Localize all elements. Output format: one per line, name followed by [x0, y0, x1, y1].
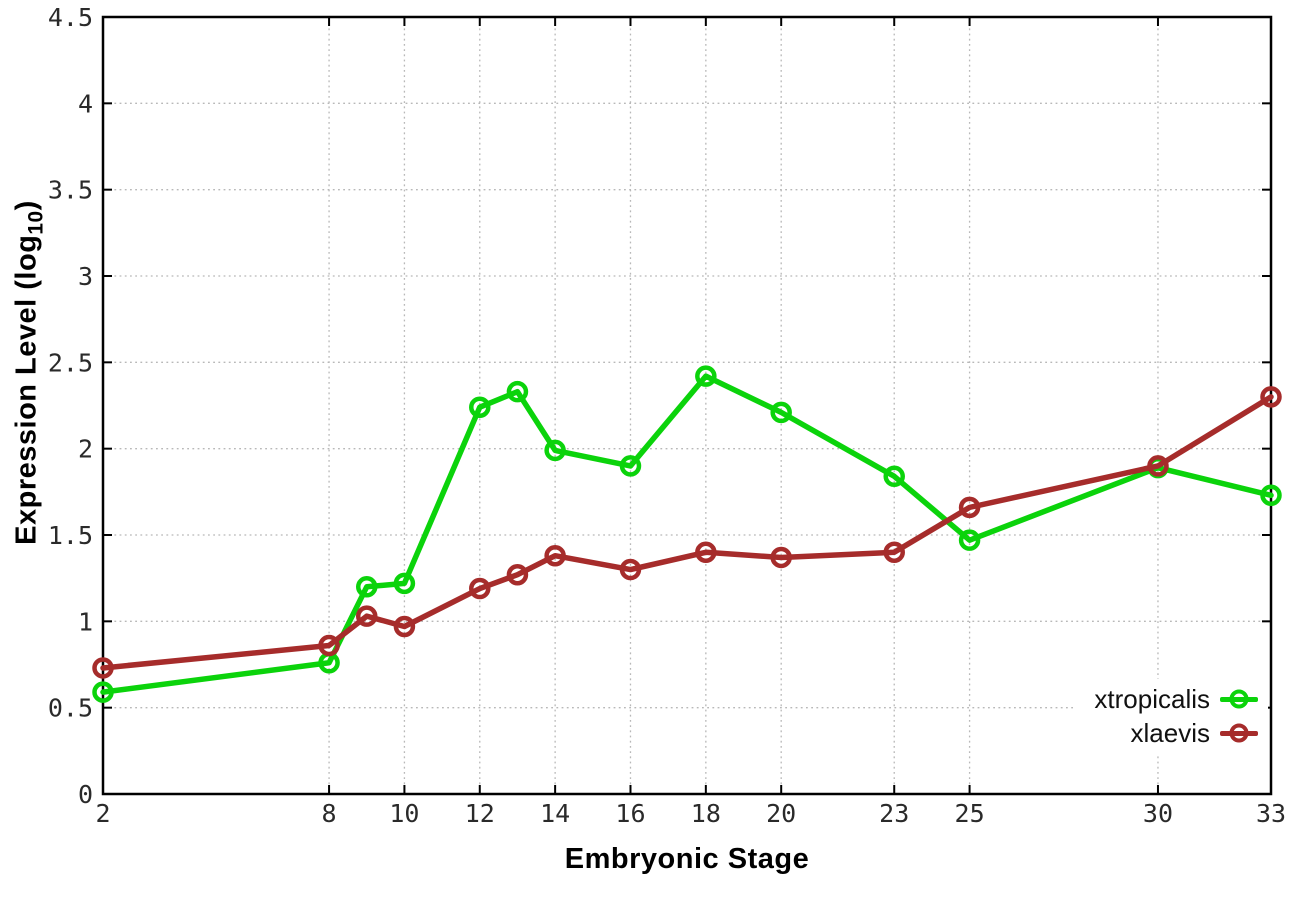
data-point-xtropicalis [393, 572, 416, 595]
x-tick-label: 33 [1256, 799, 1286, 828]
y-tick-label: 2.5 [48, 348, 93, 377]
data-point-xlaevis [1147, 455, 1169, 477]
y-tick-label: 1 [78, 607, 93, 636]
data-point-xtropicalis [1260, 484, 1282, 507]
legend-row-xtropicalis: xtropicalis [1094, 682, 1258, 716]
data-point-xlaevis [1260, 386, 1282, 408]
y-tick-label: 3 [78, 262, 93, 291]
data-point-xlaevis [770, 546, 792, 569]
x-axis-label: Embryonic Stage [564, 843, 810, 875]
data-point-xtropicalis [544, 439, 566, 462]
x-tick-label: 10 [389, 799, 419, 828]
y-axis-label-text: Expression Level (log [10, 234, 43, 545]
x-tick-label: 23 [879, 799, 909, 828]
data-point-xtropicalis [92, 681, 114, 703]
data-point-xlaevis [469, 577, 491, 600]
x-tick-label: 20 [766, 799, 796, 828]
x-tick-label: 2 [95, 799, 110, 828]
y-tick-label: 3.5 [48, 176, 93, 205]
legend-ring-sample-xtropicalis [1229, 689, 1249, 709]
data-point-xtropicalis [506, 380, 529, 403]
data-point-xlaevis [544, 544, 566, 567]
legend-marker-xlaevis-icon [1220, 721, 1258, 745]
x-tick-label: 12 [465, 799, 495, 828]
x-tick-label: 25 [955, 799, 985, 828]
legend-ring-sample-xlaevis [1229, 723, 1249, 743]
y-tick-label: 0.5 [48, 694, 93, 723]
data-point-xtropicalis [770, 401, 792, 424]
series-line-xtropicalis [100, 373, 1274, 695]
data-point-xtropicalis [883, 465, 905, 488]
x-tick-label: 16 [615, 799, 645, 828]
data-point-xtropicalis [469, 396, 491, 418]
y-tick-label: 2 [78, 435, 93, 464]
y-tick-label: 1.5 [48, 521, 93, 550]
y-axis-label-subscript: 10 [24, 210, 48, 235]
legend-label-xtropicalis: xtropicalis [1094, 683, 1210, 714]
y-tick-label: 4 [78, 89, 93, 118]
y-tick-label: 4.5 [48, 3, 93, 32]
x-tick-label: 18 [691, 799, 721, 828]
data-point-xtropicalis [958, 529, 981, 551]
data-point-xtropicalis [619, 455, 642, 477]
data-point-xlaevis [92, 657, 114, 679]
plot-border [101, 15, 1273, 796]
data-point-xlaevis [958, 496, 981, 519]
legend-label-xlaevis: xlaevis [1130, 717, 1210, 748]
y-axis-label-suffix: ) [10, 200, 43, 211]
data-point-xlaevis [619, 558, 642, 581]
y-tick-label: 0 [78, 780, 93, 809]
data-point-xlaevis [318, 634, 340, 657]
x-tick-label: 14 [540, 799, 570, 828]
x-tick-label: 30 [1143, 799, 1173, 828]
data-point-xtropicalis [355, 576, 378, 598]
legend-marker-xtropicalis-icon [1220, 687, 1258, 711]
x-tick-label: 8 [322, 799, 337, 828]
data-point-xlaevis [695, 541, 717, 564]
y-axis-label: Expression Level (log10) [9, 113, 48, 633]
data-point-xlaevis [883, 541, 905, 564]
data-point-xlaevis [506, 563, 529, 586]
data-point-xlaevis [393, 615, 416, 638]
series-line-xlaevis [100, 394, 1274, 671]
data-point-xlaevis [355, 605, 378, 627]
data-point-xtropicalis [695, 365, 717, 387]
legend: xtropicalis xlaevis [1076, 679, 1268, 753]
legend-row-xlaevis: xlaevis [1094, 716, 1258, 750]
